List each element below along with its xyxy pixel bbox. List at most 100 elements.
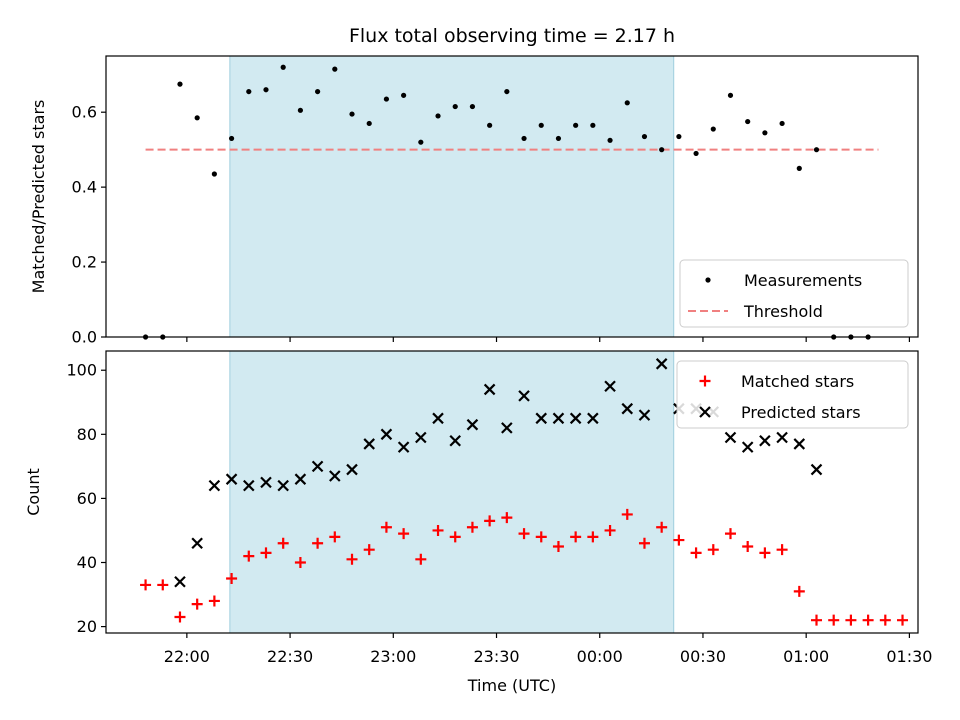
legend-marker bbox=[699, 375, 711, 387]
data-point bbox=[312, 537, 324, 549]
data-point bbox=[604, 524, 616, 536]
data-point bbox=[329, 470, 341, 482]
data-point bbox=[521, 135, 527, 142]
x-tick-label: 23:00 bbox=[370, 647, 416, 666]
data-point bbox=[383, 96, 390, 102]
x-tick-label: 22:30 bbox=[267, 647, 313, 666]
data-point bbox=[277, 479, 289, 492]
data-point bbox=[673, 534, 685, 546]
data-point bbox=[501, 422, 513, 434]
data-point bbox=[727, 92, 734, 98]
data-point bbox=[741, 441, 754, 453]
data-point bbox=[449, 531, 461, 543]
legend: Matched stars Predicted stars bbox=[676, 360, 909, 429]
data-point bbox=[297, 107, 303, 113]
data-point bbox=[710, 126, 716, 132]
data-point bbox=[724, 431, 737, 444]
data-point bbox=[260, 476, 272, 489]
data-point bbox=[813, 147, 820, 153]
data-point bbox=[690, 547, 702, 559]
data-point bbox=[604, 380, 616, 393]
data-point bbox=[587, 531, 599, 543]
data-point bbox=[466, 521, 478, 533]
data-point bbox=[315, 88, 321, 95]
data-point bbox=[484, 515, 496, 527]
data-point bbox=[329, 531, 341, 543]
y-axis-label: Count bbox=[24, 468, 43, 516]
data-point bbox=[621, 508, 633, 520]
data-point bbox=[211, 171, 217, 177]
legend-label: Threshold bbox=[743, 302, 823, 321]
data-point bbox=[573, 122, 579, 128]
data-point bbox=[243, 550, 255, 562]
legend-marker bbox=[705, 277, 711, 283]
data-point bbox=[363, 438, 375, 450]
data-point bbox=[693, 150, 699, 157]
data-point bbox=[538, 122, 544, 128]
x-tick-label: 00:30 bbox=[680, 647, 726, 666]
data-point bbox=[228, 135, 235, 142]
data-point bbox=[655, 358, 668, 370]
x-tick-label: 22:00 bbox=[164, 647, 210, 666]
data-point bbox=[779, 120, 785, 127]
data-point bbox=[191, 537, 203, 550]
y-tick-label: 0.0 bbox=[72, 328, 97, 347]
data-point bbox=[191, 598, 203, 610]
data-point bbox=[294, 473, 307, 485]
data-point bbox=[535, 531, 547, 543]
data-point bbox=[483, 383, 496, 396]
data-point bbox=[518, 390, 530, 402]
data-point bbox=[469, 103, 476, 110]
data-point bbox=[624, 100, 630, 106]
data-point bbox=[742, 540, 754, 552]
data-point bbox=[793, 585, 805, 597]
data-point bbox=[174, 575, 186, 588]
y-tick-label: 40 bbox=[77, 553, 97, 572]
data-point bbox=[401, 92, 407, 98]
data-point bbox=[590, 122, 596, 128]
data-point bbox=[332, 66, 338, 72]
data-point bbox=[177, 81, 183, 87]
data-point bbox=[246, 88, 252, 95]
data-point bbox=[776, 431, 788, 444]
y-tick-label: 20 bbox=[77, 617, 97, 636]
data-point bbox=[294, 557, 306, 568]
data-point bbox=[157, 579, 169, 591]
data-point bbox=[621, 402, 634, 415]
observing-window-span bbox=[229, 55, 675, 338]
chart-title: Flux total observing time = 2.17 h bbox=[349, 25, 675, 47]
data-point bbox=[552, 412, 565, 425]
data-point bbox=[452, 103, 458, 110]
legend-label: Measurements bbox=[744, 271, 862, 290]
data-point bbox=[398, 528, 410, 540]
x-tick-label: 01:30 bbox=[886, 647, 932, 666]
legend-label: Matched stars bbox=[741, 372, 854, 391]
y-tick-label: 0.6 bbox=[72, 103, 97, 122]
data-point bbox=[346, 553, 358, 565]
y-tick-label: 0.2 bbox=[72, 253, 97, 272]
data-point bbox=[194, 115, 200, 121]
data-point bbox=[656, 521, 668, 533]
y-tick-label: 60 bbox=[77, 489, 97, 508]
series-measurements bbox=[142, 64, 871, 340]
data-point bbox=[501, 512, 513, 524]
data-point bbox=[466, 418, 479, 431]
data-point bbox=[759, 434, 771, 447]
data-point bbox=[140, 579, 152, 591]
data-point bbox=[555, 135, 562, 142]
data-point bbox=[518, 528, 530, 540]
legend-marker bbox=[699, 406, 711, 418]
data-point bbox=[776, 544, 788, 556]
data-point bbox=[311, 460, 324, 473]
observing-window-span bbox=[229, 350, 675, 634]
data-point bbox=[435, 113, 441, 119]
data-point bbox=[793, 438, 806, 450]
data-point bbox=[676, 133, 682, 140]
data-point bbox=[762, 130, 768, 136]
data-point bbox=[415, 553, 427, 565]
data-point bbox=[487, 122, 493, 128]
data-point bbox=[208, 595, 220, 607]
data-point bbox=[349, 111, 355, 117]
data-point bbox=[174, 611, 186, 623]
